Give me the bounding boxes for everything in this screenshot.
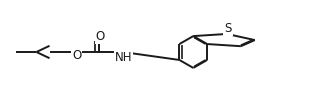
Text: NH: NH bbox=[115, 51, 132, 64]
Text: O: O bbox=[72, 49, 81, 62]
Text: O: O bbox=[96, 30, 105, 43]
Text: S: S bbox=[224, 22, 232, 35]
